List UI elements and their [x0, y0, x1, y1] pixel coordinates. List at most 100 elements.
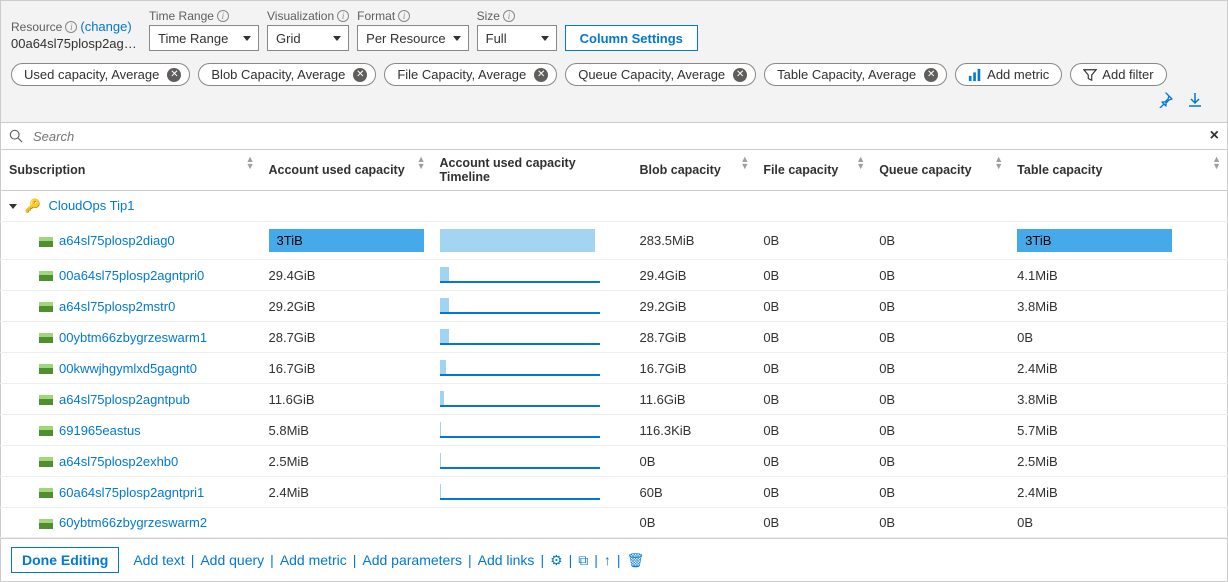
resource-link[interactable]: 00ybtm66zbygrzeswarm1: [59, 330, 207, 345]
add-metric-link[interactable]: Add metric: [280, 552, 347, 568]
metric-pill[interactable]: File Capacity, Average ✕: [384, 63, 557, 86]
add-links-link[interactable]: Add links: [478, 552, 535, 568]
table-row: 691965eastus5.8MiB116.3KiB0B0B5.7MiB: [1, 415, 1228, 446]
table-row: a64sl75plosp2mstr029.2GiB29.2GiB0B0B3.8M…: [1, 291, 1228, 322]
used-value: 11.6GiB: [269, 392, 315, 407]
table-value: 3TiB: [1017, 229, 1172, 252]
add-metric-pill[interactable]: Add metric: [955, 63, 1062, 86]
resource-link[interactable]: a64sl75plosp2exhb0: [59, 454, 178, 469]
resource-label-text: Resource: [11, 20, 62, 34]
table-value: 5.7MiB: [1017, 423, 1057, 438]
remove-icon[interactable]: ✕: [534, 68, 548, 82]
pill-label: Queue Capacity, Average: [578, 67, 725, 82]
remove-icon[interactable]: ✕: [353, 68, 367, 82]
filter-icon: [1083, 68, 1097, 82]
sort-icon: ▲▼: [856, 156, 865, 170]
remove-icon[interactable]: ✕: [924, 68, 938, 82]
col-file[interactable]: File capacity▲▼: [755, 150, 871, 191]
timeline-bar: [440, 453, 600, 469]
format-dropdown[interactable]: Per Resource: [357, 25, 468, 51]
metric-pill[interactable]: Queue Capacity, Average ✕: [565, 63, 756, 86]
copy-icon[interactable]: ⧉: [578, 552, 588, 569]
blob-value: 283.5MiB: [640, 233, 695, 248]
bottom-icons: ⚙| ⧉| ↑| 🗑: [550, 552, 644, 569]
col-subscription[interactable]: Subscription▲▼: [1, 150, 261, 191]
file-value: 0B: [763, 330, 779, 345]
metric-pill[interactable]: Used capacity, Average✕: [11, 63, 190, 86]
done-editing-button[interactable]: Done Editing: [11, 547, 119, 573]
used-value: 2.5MiB: [269, 454, 309, 469]
table-row: 00ybtm66zbygrzeswarm128.7GiB28.7GiB0B0B0…: [1, 322, 1228, 353]
timeline-bar: [440, 298, 600, 314]
column-settings-button[interactable]: Column Settings: [565, 25, 698, 51]
col-used[interactable]: Account used capacity▲▼: [261, 150, 432, 191]
storage-account-icon: [39, 457, 53, 467]
gear-icon[interactable]: ⚙: [550, 552, 563, 569]
timeline-bar: [440, 229, 595, 252]
table-value: 2.5MiB: [1017, 454, 1057, 469]
file-value: 0B: [763, 392, 779, 407]
info-icon[interactable]: i: [217, 10, 229, 22]
storage-account-icon: [39, 302, 53, 312]
resource-link[interactable]: 00a64sl75plosp2agntpri0: [59, 268, 204, 283]
add-query-link[interactable]: Add query: [200, 552, 264, 568]
storage-account-icon: [39, 237, 53, 247]
col-table[interactable]: Table capacity▲▼: [1009, 150, 1227, 191]
resource-link[interactable]: a64sl75plosp2mstr0: [59, 299, 175, 314]
clear-search-icon[interactable]: ×: [1210, 127, 1219, 145]
corner-actions: [11, 86, 1217, 110]
blob-value: 29.2GiB: [640, 299, 687, 314]
info-icon[interactable]: i: [337, 10, 349, 22]
sort-icon: ▲▼: [417, 156, 426, 170]
blob-value: 28.7GiB: [640, 330, 687, 345]
queue-value: 0B: [879, 268, 895, 283]
table-row: a64sl75plosp2diag03TiB 283.5MiB0B0B3TiB: [1, 222, 1228, 260]
blob-value: 116.3KiB: [640, 423, 692, 438]
time-range-group: Time Range i Time Range: [149, 9, 259, 51]
metric-pill[interactable]: Table Capacity, Average✕: [764, 63, 947, 86]
queue-value: 0B: [879, 485, 895, 500]
add-filter-pill[interactable]: Add filter: [1070, 63, 1166, 86]
download-icon[interactable]: [1187, 92, 1203, 108]
change-link[interactable]: (change): [80, 19, 131, 34]
file-value: 0B: [763, 233, 779, 248]
info-icon[interactable]: i: [503, 10, 515, 22]
resource-group: Resource i (change) 00a64sl75plosp2agntp…: [11, 19, 141, 51]
info-icon[interactable]: i: [398, 10, 410, 22]
file-value: 0B: [763, 268, 779, 283]
pin-icon[interactable]: [1157, 92, 1173, 108]
size-dropdown[interactable]: Full: [477, 25, 557, 51]
resource-label: Resource i (change): [11, 19, 141, 34]
group-row[interactable]: 🔑 CloudOps Tip1: [1, 191, 1228, 222]
column-settings-group: . Column Settings: [565, 9, 698, 51]
metric-pill[interactable]: Blob Capacity, Average✕: [198, 63, 376, 86]
blob-value: 60B: [640, 485, 663, 500]
queue-value: 0B: [879, 515, 895, 530]
move-up-icon[interactable]: ↑: [604, 552, 611, 568]
resource-link[interactable]: 60ybtm66zbygrzeswarm2: [59, 515, 207, 530]
file-value: 0B: [763, 299, 779, 314]
remove-icon[interactable]: ✕: [167, 68, 181, 82]
add-text-link[interactable]: Add text: [133, 552, 184, 568]
time-range-dropdown[interactable]: Time Range: [149, 25, 259, 51]
resource-link[interactable]: 60a64sl75plosp2agntpri1: [59, 485, 204, 500]
metric-pills-row: Used capacity, Average✕ Blob Capacity, Av…: [11, 63, 1217, 86]
search-input[interactable]: [31, 128, 1202, 145]
remove-icon[interactable]: ✕: [733, 68, 747, 82]
resource-link[interactable]: 00kwwjhgymlxd5gagnt0: [59, 361, 197, 376]
resource-link[interactable]: a64sl75plosp2diag0: [59, 233, 175, 248]
visualization-dropdown[interactable]: Grid: [267, 25, 349, 51]
add-parameters-link[interactable]: Add parameters: [362, 552, 462, 568]
pill-label: File Capacity, Average: [397, 67, 526, 82]
col-timeline[interactable]: Account used capacity Timeline: [432, 150, 632, 191]
col-queue[interactable]: Queue capacity▲▼: [871, 150, 1009, 191]
storage-account-icon: [39, 271, 53, 281]
resource-link[interactable]: a64sl75plosp2agntpub: [59, 392, 190, 407]
blob-value: 11.6GiB: [640, 392, 686, 407]
search-icon: [9, 129, 23, 143]
info-icon[interactable]: i: [65, 21, 77, 33]
header-row: Subscription▲▼ Account used capacity▲▼ A…: [1, 150, 1228, 191]
delete-icon[interactable]: 🗑: [627, 552, 645, 569]
resource-link[interactable]: 691965eastus: [59, 423, 141, 438]
col-blob[interactable]: Blob capacity▲▼: [632, 150, 756, 191]
